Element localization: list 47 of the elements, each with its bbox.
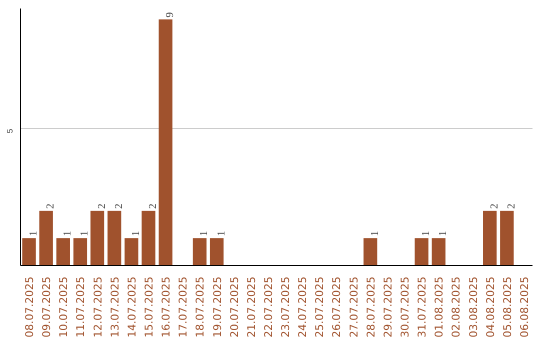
x-tick-label: 09.07.2025 bbox=[40, 276, 54, 338]
data-label: 1 bbox=[28, 230, 40, 236]
x-tick-label: 16.07.2025 bbox=[160, 276, 173, 338]
x-tick-label: 20.07.2025 bbox=[228, 276, 241, 338]
x-tick-label: 27.07.2025 bbox=[347, 276, 360, 338]
data-label: 1 bbox=[80, 230, 91, 236]
x-tick-label: 11.07.2025 bbox=[74, 276, 88, 338]
x-tick-label: 13.07.2025 bbox=[108, 276, 122, 338]
x-tick-label: 08.07.2025 bbox=[23, 276, 36, 338]
data-label: 1 bbox=[130, 230, 142, 236]
x-tick-label: 04.08.2025 bbox=[484, 276, 497, 338]
data-label: 2 bbox=[506, 203, 518, 209]
data-label: 1 bbox=[421, 230, 432, 236]
x-tick-label: 19.07.2025 bbox=[210, 276, 224, 338]
x-tick-label: 10.07.2025 bbox=[57, 276, 70, 338]
data-label: 2 bbox=[46, 203, 57, 209]
x-tick-label: 15.07.2025 bbox=[142, 276, 156, 338]
x-tick-label: 30.07.2025 bbox=[398, 276, 412, 338]
x-tick-label: 31.07.2025 bbox=[416, 276, 429, 338]
y-tick-label: 5 bbox=[6, 128, 14, 134]
x-tick-label: 12.07.2025 bbox=[91, 276, 104, 338]
x-tick-label: 23.07.2025 bbox=[279, 276, 292, 338]
x-tick-label: 29.07.2025 bbox=[381, 276, 394, 338]
data-label: 1 bbox=[62, 230, 74, 236]
x-tick-label: 02.08.2025 bbox=[450, 276, 463, 338]
x-tick-label: 01.08.2025 bbox=[432, 276, 446, 338]
x-tick-label: 06.08.2025 bbox=[518, 276, 531, 338]
x-tick-label: 24.07.2025 bbox=[296, 276, 310, 338]
data-label: 1 bbox=[370, 230, 381, 236]
x-tick-label: 21.07.2025 bbox=[244, 276, 258, 338]
data-label: 2 bbox=[114, 203, 125, 209]
x-tick-label: 05.08.2025 bbox=[500, 276, 514, 338]
x-tick-label: 26.07.2025 bbox=[330, 276, 344, 338]
x-tick-label: 22.07.2025 bbox=[262, 276, 275, 338]
x-tick-label: 28.07.2025 bbox=[364, 276, 378, 338]
x-tick-label: 14.07.2025 bbox=[125, 276, 138, 338]
data-label: 9 bbox=[165, 12, 176, 18]
data-label: 1 bbox=[438, 230, 450, 236]
x-tick-label: 18.07.2025 bbox=[194, 276, 207, 338]
data-label: 2 bbox=[489, 203, 500, 209]
data-label: 2 bbox=[148, 203, 159, 209]
data-label: 2 bbox=[96, 203, 108, 209]
x-tick-label: 03.08.2025 bbox=[466, 276, 480, 338]
x-tick-label: 17.07.2025 bbox=[176, 276, 190, 338]
data-label: 1 bbox=[199, 230, 210, 236]
x-tick-label: 25.07.2025 bbox=[313, 276, 326, 338]
data-label: 1 bbox=[216, 230, 228, 236]
